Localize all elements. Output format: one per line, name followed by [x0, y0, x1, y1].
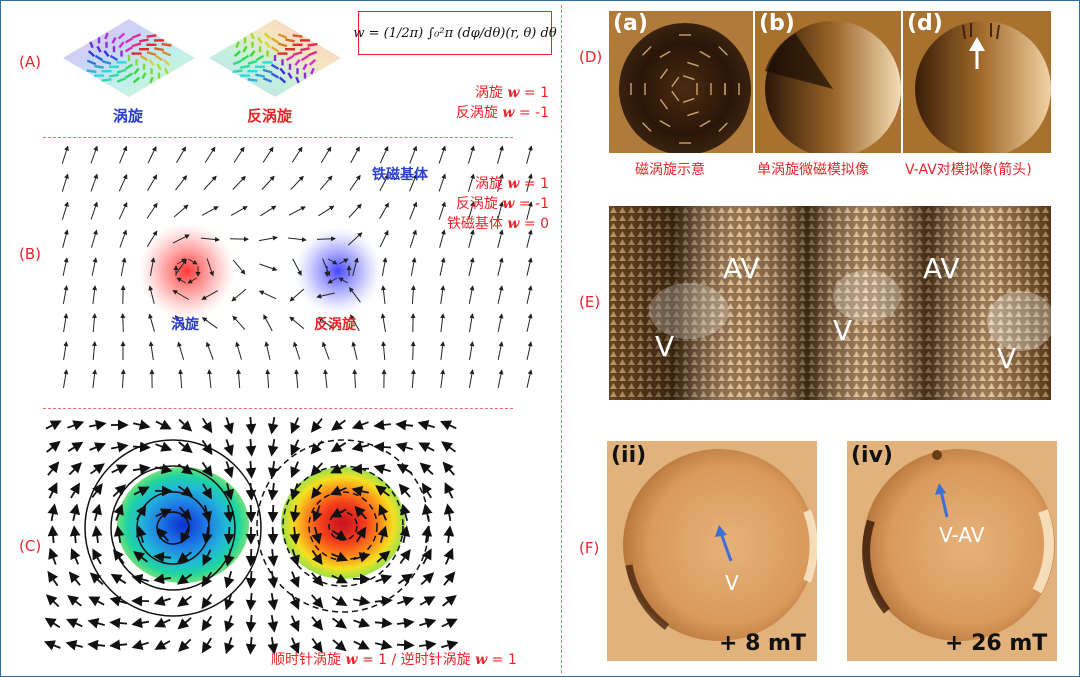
winding-numbers-a: 涡旋 w = 1 反涡旋 w = -1 [455, 85, 549, 121]
ferromagnetic-matrix-label: 铁磁基体 [372, 167, 428, 183]
tile-d-vav-pair-sim: (d) [903, 11, 1051, 153]
lattice-micrograph: AV AV V V V [609, 206, 1051, 400]
antivortex-3d-illustration [209, 19, 341, 97]
divider-ab [43, 137, 513, 138]
caption-c: 顺时针涡旋 w = 1 / 逆时针涡旋 w = 1 [271, 652, 517, 668]
annotation-vav: V-AV [939, 523, 985, 547]
tag-iv: (iv) [851, 443, 893, 468]
spin-texture-field [61, 145, 533, 389]
panel-label-c: (C) [19, 537, 42, 555]
av-label-1: AV [723, 252, 760, 285]
av-label-2: AV [923, 252, 960, 285]
divider-bc [43, 408, 513, 409]
v-label-1: V [655, 330, 675, 363]
panel-label-a: (A) [19, 53, 41, 71]
winding-formula-box: w = (1/2π) ∫₀²π (dφ/dθ)(r, θ) dθ [353, 11, 557, 55]
tile-a-tag: (a) [613, 11, 648, 36]
vortex-3d-illustration [63, 19, 195, 97]
mfm-image-8mT: (ii) V + 8 mT [607, 441, 817, 661]
mfm-image-26mT: (iv) V-AV + 26 mT [847, 441, 1057, 661]
tag-ii: (ii) [611, 443, 647, 468]
v-label-3: V [997, 342, 1017, 375]
panel-label-d: (D) [579, 48, 603, 66]
vortex-label-a: 涡旋 [113, 107, 144, 125]
panel-label-e: (E) [579, 293, 601, 311]
caption-d-b: 单涡旋微磁模拟像 [757, 162, 869, 178]
tile-d-tag: (d) [907, 11, 943, 36]
winding-numbers-b: 涡旋 w = 1 反涡旋 w = -1 铁磁基体 w = 0 [446, 176, 549, 232]
field-8mT: + 8 mT [719, 631, 806, 656]
vertical-divider [561, 5, 562, 673]
panel-label-f: (F) [579, 539, 600, 557]
vortex-pair-flow-field [43, 416, 459, 655]
panel-label-b: (B) [19, 245, 41, 263]
caption-d-a: 磁涡旋示意 [635, 162, 705, 178]
antivortex-label-b: 反涡旋 [314, 317, 356, 333]
tile-a-vortex-schematic: (a) [609, 11, 753, 153]
caption-d-d: V-AV对模拟像(箭头) [905, 162, 1032, 178]
winding-formula: w = (1/2π) ∫₀²π (dφ/dθ)(r, θ) dθ [353, 25, 557, 41]
field-26mT: + 26 mT [945, 631, 1048, 656]
tile-b-single-vortex-sim: (b) [755, 11, 901, 153]
vortex-label-b: 涡旋 [171, 317, 199, 333]
annotation-v: V [725, 571, 739, 595]
antivortex-label-a: 反涡旋 [247, 107, 293, 125]
v-label-2: V [833, 314, 853, 347]
tile-b-tag: (b) [759, 11, 795, 36]
